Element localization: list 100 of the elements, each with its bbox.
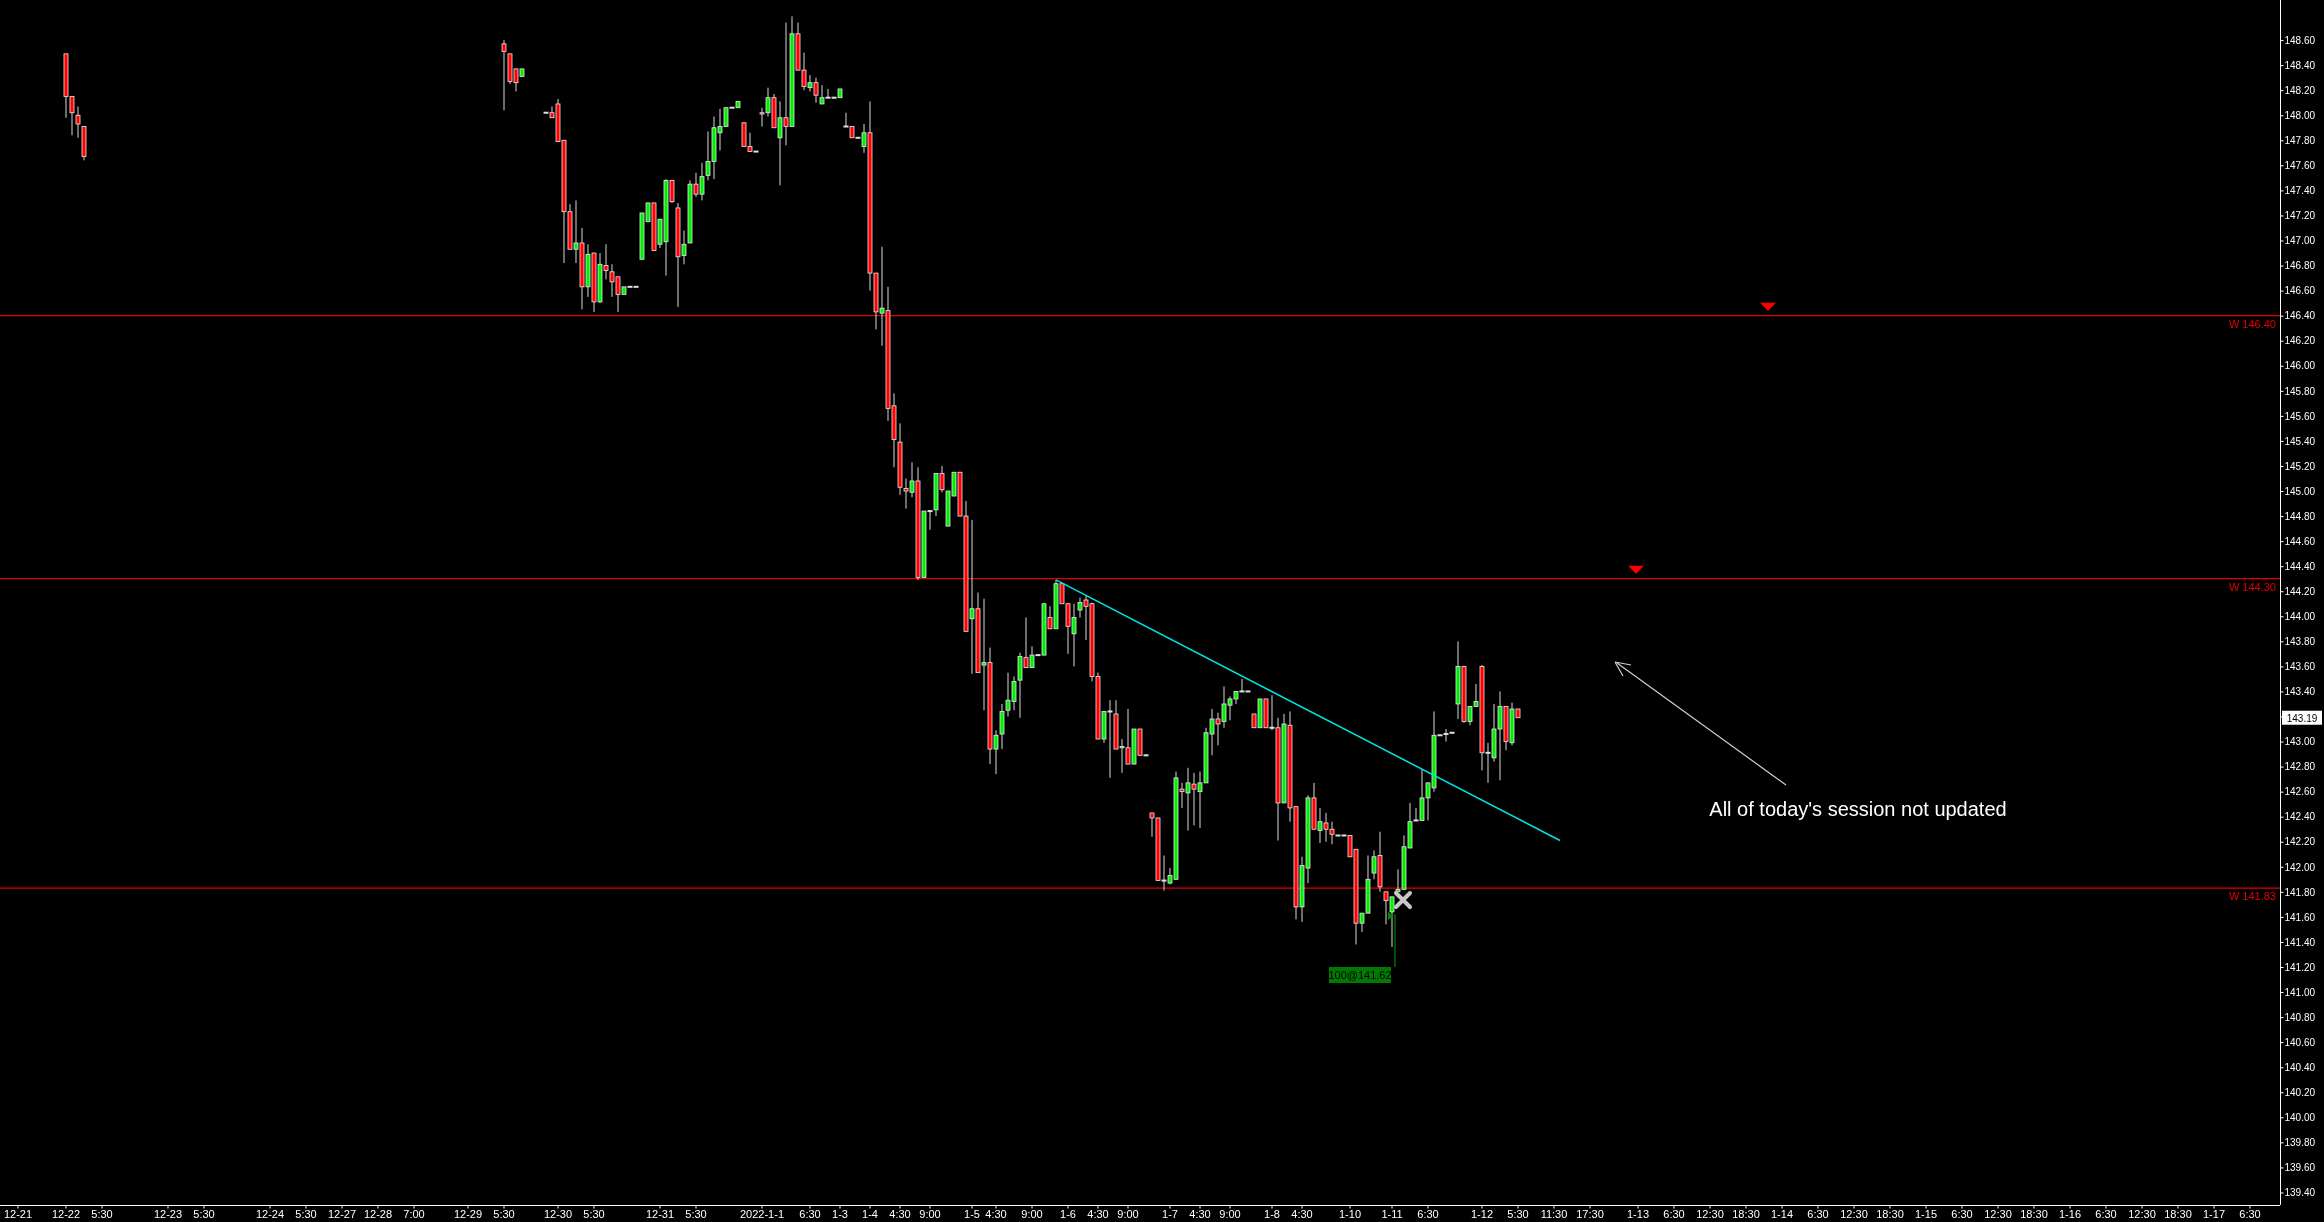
y-tick-label: 143.80 — [2284, 636, 2316, 648]
y-tick-label: 141.00 — [2284, 986, 2316, 998]
y-tick-label: 141.60 — [2284, 911, 2316, 923]
x-tick-label: 12-21 — [3, 1208, 33, 1221]
x-tick-label: 6:30 — [1951, 1208, 1973, 1221]
y-tick-label: 148.00 — [2284, 109, 2316, 121]
y-tick-label: 145.80 — [2284, 385, 2316, 397]
x-tick-label: 12-23 — [153, 1208, 183, 1221]
y-tick-label: 145.00 — [2284, 485, 2316, 497]
x-tick-label: 7:00 — [403, 1208, 425, 1221]
x-tick-label: 9:00 — [1219, 1208, 1241, 1221]
x-tick-label: 5:30 — [1507, 1208, 1529, 1221]
x-tick-label: 18:30 — [2164, 1208, 2192, 1221]
x-tick-label: 12-22 — [51, 1208, 81, 1221]
x-tick-label: 4:30 — [1087, 1208, 1109, 1221]
y-tick-label: 142.00 — [2284, 861, 2316, 873]
x-tick-label: 5:30 — [493, 1208, 515, 1221]
y-tick-label: 146.20 — [2284, 335, 2316, 347]
y-tick-label: 145.60 — [2284, 410, 2316, 422]
x-tick-label: 2022-1-1 — [739, 1208, 785, 1221]
y-tick-label: 144.00 — [2284, 610, 2316, 622]
x-tick-label: 1-14 — [1770, 1208, 1794, 1221]
x-tick-label: 6:30 — [1417, 1208, 1439, 1221]
candlestick — [999, 703, 1005, 750]
x-tick-label: 18:30 — [2020, 1208, 2048, 1221]
y-tick-label: 145.40 — [2284, 435, 2316, 447]
y-tick-label: 143.00 — [2284, 736, 2316, 748]
y-tick-label: 142.80 — [2284, 761, 2316, 773]
x-tick-label: 1-8 — [1264, 1208, 1280, 1221]
y-tick-label: 140.80 — [2284, 1011, 2316, 1023]
candlestick — [501, 39, 507, 111]
y-tick-label: 144.80 — [2284, 510, 2316, 522]
x-tick-label: 12-28 — [363, 1208, 393, 1221]
x-tick-label: 1-4 — [862, 1208, 878, 1221]
y-tick-label: 140.40 — [2284, 1061, 2316, 1073]
annotation: All of today's session not updated — [1709, 798, 2007, 820]
y-tick-label: 141.20 — [2284, 961, 2316, 973]
x-tick-label: 12-30 — [543, 1208, 573, 1221]
x-tick-label: 12:30 — [1696, 1208, 1724, 1221]
x-tick-label: 9:00 — [1021, 1208, 1043, 1221]
annotation: 143.19 — [2286, 712, 2318, 724]
x-tick-label: 6:30 — [799, 1208, 821, 1221]
x-tick-label: 12-27 — [327, 1208, 357, 1221]
y-tick-label: 143.60 — [2284, 661, 2316, 673]
y-tick-label: 147.40 — [2284, 185, 2316, 197]
y-tick-label: 140.60 — [2284, 1036, 2316, 1048]
y-tick-label: 148.40 — [2284, 59, 2316, 71]
x-tick-label: 1-11 — [1381, 1208, 1403, 1221]
y-tick-label: 140.00 — [2284, 1112, 2316, 1124]
x-tick-label: 6:30 — [2239, 1208, 2261, 1221]
x-tick-label: 12:30 — [1984, 1208, 2012, 1221]
y-tick-label: 144.20 — [2284, 585, 2316, 597]
x-tick-label: 9:00 — [1117, 1208, 1139, 1221]
candlestick — [75, 105, 81, 139]
y-tick-label: 147.00 — [2284, 235, 2316, 247]
x-tick-label: 18:30 — [1732, 1208, 1760, 1221]
y-tick-label: 146.60 — [2284, 285, 2316, 297]
y-tick-label: 143.40 — [2284, 686, 2316, 698]
x-tick-label: 5:30 — [685, 1208, 707, 1221]
ref-line-label: W 144.30 — [2228, 580, 2276, 593]
y-tick-label: 146.40 — [2284, 310, 2316, 322]
y-tick-label: 139.40 — [2284, 1187, 2316, 1199]
y-tick-label: 140.20 — [2284, 1086, 2316, 1098]
y-tick-label: 146.00 — [2284, 360, 2316, 372]
x-tick-label: 12-24 — [255, 1208, 285, 1221]
x-tick-label: 4:30 — [1189, 1208, 1211, 1221]
x-tick-label: 6:30 — [2095, 1208, 2117, 1221]
x-tick-label: 1-16 — [2058, 1208, 2082, 1221]
y-tick-label: 142.20 — [2284, 836, 2316, 848]
y-tick-label: 142.60 — [2284, 786, 2316, 798]
x-tick-label: 1-5 — [964, 1208, 980, 1221]
annotation: 100@141.62 — [1328, 969, 1392, 981]
x-tick-label: 17:30 — [1576, 1208, 1604, 1221]
y-tick-label: 148.20 — [2284, 84, 2316, 96]
x-tick-label: 1-7 — [1162, 1208, 1178, 1221]
x-tick-label: 1-17 — [2202, 1208, 2226, 1221]
x-tick-label: 18:30 — [1876, 1208, 1904, 1221]
x-tick-label: 5:30 — [193, 1208, 215, 1221]
x-tick-label: 1-6 — [1060, 1208, 1076, 1221]
y-tick-label: 145.20 — [2284, 460, 2316, 472]
y-tick-label: 146.80 — [2284, 260, 2316, 272]
x-tick-label: 5:30 — [91, 1208, 113, 1221]
x-tick-label: 12-29 — [453, 1208, 483, 1221]
x-tick-label: 4:30 — [889, 1208, 911, 1221]
x-tick-label: 6:30 — [1663, 1208, 1685, 1221]
x-tick-label: 6:30 — [1807, 1208, 1829, 1221]
y-tick-label: 142.40 — [2284, 811, 2316, 823]
y-tick-label: 148.60 — [2284, 34, 2316, 46]
x-tick-label: 4:30 — [1291, 1208, 1313, 1221]
y-tick-label: 139.60 — [2284, 1162, 2316, 1174]
y-tick-label: 147.20 — [2284, 210, 2316, 222]
y-tick-label: 144.60 — [2284, 535, 2316, 547]
y-tick-label: 141.40 — [2284, 936, 2316, 948]
x-tick-label: 1-13 — [1626, 1208, 1650, 1221]
x-tick-label: 1-12 — [1470, 1208, 1494, 1221]
x-tick-label: 5:30 — [295, 1208, 317, 1221]
ref-line-label: W 146.40 — [2228, 317, 2276, 330]
x-tick-label: 12:30 — [2128, 1208, 2156, 1221]
y-tick-label: 147.60 — [2284, 160, 2316, 172]
x-tick-label: 1-3 — [832, 1208, 848, 1221]
